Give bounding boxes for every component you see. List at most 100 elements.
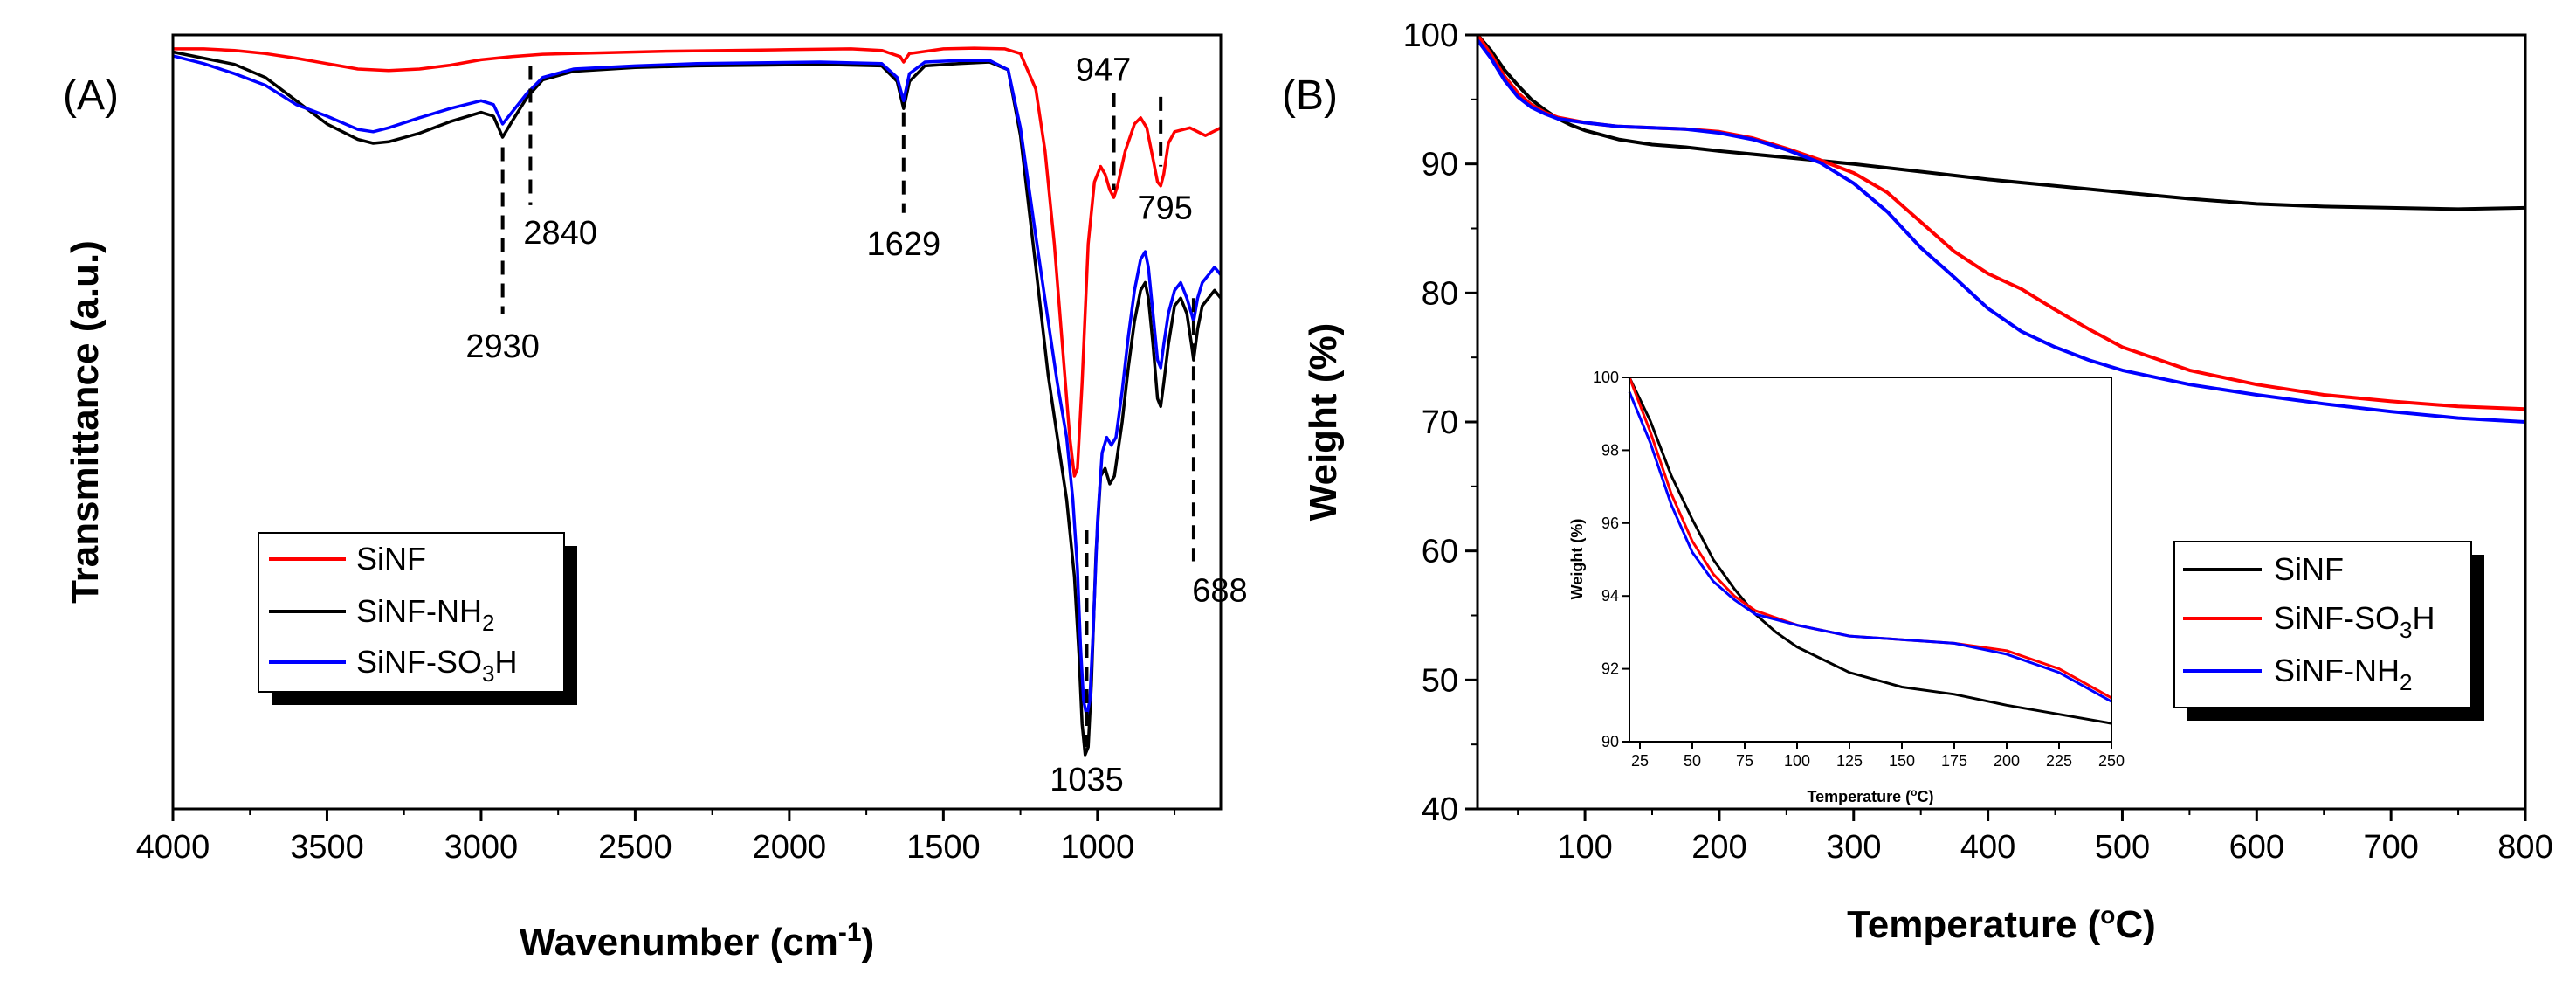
panel-b-label: (B) [1282, 73, 1338, 119]
panel-a-x-tick-label-2500: 2500 [598, 829, 672, 866]
annotation-label-1629: 1629 [867, 226, 941, 263]
legend-a-sinf-label: SiNF [356, 541, 426, 577]
legend-a-sinf-so3h-sub: 3 [482, 660, 494, 687]
panel-a-label: (A) [63, 73, 119, 119]
panel-a-x-axis-title-end: ) [862, 921, 875, 964]
inset-y-axis-title: Weight (%) [1568, 519, 1586, 600]
inset-y-tick-label-94: 94 [1601, 587, 1619, 605]
panel-b-y-axis-title: Weight (%) [1302, 323, 1345, 522]
panel-a-x-axis-title-main: Wavenumber (cm [520, 921, 838, 964]
annotation-label-2930: 2930 [465, 328, 540, 365]
panel-b-legend: SiNF SiNF-SO3H SiNF-NH2 [2173, 541, 2484, 721]
inset-x-tick-label-25: 25 [1631, 752, 1649, 770]
inset-series-sinf [1628, 377, 2112, 725]
inset-x-tick-label-250: 250 [2098, 752, 2125, 770]
annotation-label-947: 947 [1076, 52, 1131, 88]
panel-b-x-tick-label-100: 100 [1557, 829, 1612, 866]
legend-b-sinf-nh2-text: SiNF-NH [2274, 653, 2400, 688]
legend-a-sinf-so3h-tail: H [494, 644, 517, 680]
inset-x-ticks: 25 50 75 100 125 150 175 200 225 250 [1631, 742, 2125, 770]
panel-b-x-tick-label-600: 600 [2229, 829, 2284, 866]
inset-x-tick-label-225: 225 [2046, 752, 2072, 770]
legend-b-sinf-nh2-sub: 2 [2400, 669, 2412, 695]
panel-a-plot-frame [171, 33, 1223, 811]
panel-b-series-sinf-nh2 [1476, 38, 2526, 424]
panel-a-x-tick-label-4000: 4000 [136, 829, 210, 866]
inset-x-tick-label-75: 75 [1736, 752, 1753, 770]
inset-x-tick-label-125: 125 [1836, 752, 1863, 770]
inset-x-tick-label-150: 150 [1889, 752, 1915, 770]
inset-series-sinf-so3h [1628, 377, 2112, 700]
inset-y-tick-label-92: 92 [1601, 660, 1619, 678]
inset-x-axis-title-main: Temperature ( [1807, 788, 1911, 805]
legend-a-sinf-nh2-text: SiNF-NH [356, 593, 482, 629]
inset-series-sinf-nh2 [1628, 391, 2112, 703]
panel-a-x-tick-label-3000: 3000 [444, 829, 519, 866]
inset-x-axis-title-deg: o [1911, 786, 1917, 798]
panel-b-x-axis-title-end: C) [2115, 903, 2155, 946]
inset-x-tick-label-175: 175 [1941, 752, 1967, 770]
panel-b-x-tick-label-500: 500 [2095, 829, 2150, 866]
legend-a-sinf-nh2-sub: 2 [482, 610, 494, 636]
panel-b-x-tick-label-700: 700 [2363, 829, 2418, 866]
legend-b-sinf-so3h-label: SiNF-SO3H [2274, 600, 2435, 643]
panel-b-series-sinf [1476, 33, 2526, 211]
panel-b-y-tick-label-100: 100 [1403, 17, 1458, 54]
inset-x-axis-title-end: C) [1918, 788, 1934, 805]
inset-background [1629, 377, 2111, 742]
panel-b-x-axis-title: Temperature (oC) [1847, 902, 2156, 946]
panel-b-y-tick-label-50: 50 [1422, 662, 1458, 699]
panel-b-series-sinf-so3h [1476, 33, 2526, 411]
legend-b-sinf-label: SiNF [2274, 551, 2344, 587]
panel-b-x-tick-label-200: 200 [1691, 829, 1746, 866]
legend-b-sinf-so3h-tail: H [2412, 600, 2435, 636]
inset-y-tick-label-90: 90 [1601, 733, 1619, 750]
annotation-label-688: 688 [1192, 572, 1247, 609]
panel-a-x-tick-label-3500: 3500 [290, 829, 364, 866]
inset-x-tick-label-200: 200 [1994, 752, 2020, 770]
inset-x-tick-label-50: 50 [1684, 752, 1701, 770]
inset-plot-frame [1629, 377, 2112, 743]
legend-b-sinf-nh2-label: SiNF-NH2 [2274, 653, 2412, 695]
panel-a-y-axis-title: Transmittance (a.u.) [64, 240, 107, 604]
panel-b-y-tick-label-70: 70 [1422, 404, 1458, 441]
panel-a-series-sinf-so3h [172, 54, 1223, 718]
panel-a-annotations: 2930 2840 1629 947 795 688 1035 [465, 52, 1247, 798]
inset-x-tick-label-100: 100 [1784, 752, 1810, 770]
legend-a-sinf-so3h-text: SiNF-SO [356, 644, 482, 680]
legend-a-sinf-so3h-label: SiNF-SO3H [356, 644, 517, 687]
annotation-label-2840: 2840 [523, 215, 597, 252]
inset-y-tick-label-100: 100 [1593, 369, 1619, 386]
panel-a-x-axis-title: Wavenumber (cm-1) [520, 918, 874, 964]
inset-series [1628, 377, 2112, 725]
inset-y-ticks: 90 92 94 96 98 100 [1593, 369, 1629, 750]
panel-b-x-ticks: 100 200 300 400 500 600 700 800 [1517, 809, 2553, 866]
legend-a-sinf-nh2-label: SiNF-NH2 [356, 593, 494, 636]
inset-y-tick-label-96: 96 [1601, 515, 1619, 532]
panel-b-y-tick-label-40: 40 [1422, 791, 1458, 828]
panel-a-x-ticks: 4000 3500 3000 2500 2000 1500 1000 [136, 809, 1176, 866]
annotation-label-795: 795 [1137, 190, 1192, 227]
panel-a-series-sinf-nh2 [172, 50, 1223, 757]
panel-a-x-tick-label-1500: 1500 [906, 829, 981, 866]
panel-a-series [172, 46, 1223, 757]
panel-a: (A) 4000 3500 3000 2500 2000 1500 1000 2930 284… [63, 33, 1248, 964]
panel-b-series [1476, 33, 2526, 424]
inset-x-axis-title: Temperature (oC) [1807, 786, 1933, 805]
panel-b-y-tick-label-90: 90 [1422, 147, 1458, 183]
panel-b: (B) 100 200 300 400 500 600 700 800 40 50 60 70 80 9… [1282, 17, 2553, 946]
panel-b-x-axis-title-deg: o [2100, 902, 2115, 929]
panel-b-x-tick-label-400: 400 [1960, 829, 2015, 866]
panel-b-x-axis-title-main: Temperature ( [1847, 903, 2100, 946]
panel-b-y-tick-label-80: 80 [1422, 275, 1458, 312]
panel-b-x-tick-label-300: 300 [1826, 829, 1881, 866]
panel-b-inset: 25 50 75 100 125 150 175 200 225 250 90 92 94 96 98 10… [1568, 369, 2125, 805]
panel-b-x-tick-label-800: 800 [2497, 829, 2552, 866]
panel-b-y-tick-label-60: 60 [1422, 534, 1458, 570]
legend-b-sinf-so3h-sub: 3 [2400, 617, 2412, 643]
panel-b-y-ticks: 40 50 60 70 80 90 100 [1403, 17, 1477, 828]
annotation-label-1035: 1035 [1050, 762, 1124, 798]
panel-a-x-tick-label-2000: 2000 [753, 829, 827, 866]
panel-a-series-sinf [173, 46, 1222, 478]
panel-a-x-tick-label-1000: 1000 [1061, 829, 1135, 866]
